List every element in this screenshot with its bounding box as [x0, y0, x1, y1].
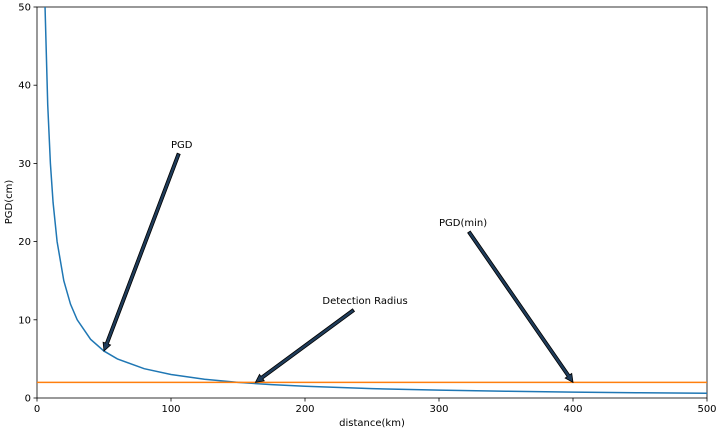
x-tick-label: 500: [697, 404, 716, 415]
x-tick-label: 200: [295, 404, 314, 415]
annotation-text: PGD: [171, 140, 193, 151]
x-axis-label: distance(km): [339, 418, 405, 429]
plot-area: [37, 7, 707, 395]
x-tick-label: 100: [161, 404, 180, 415]
annotation-arrow: [102, 152, 181, 352]
y-tick-label: 40: [18, 81, 31, 92]
annotation-arrow: [254, 308, 356, 383]
data-line: [44, 7, 707, 395]
x-tick-label: 0: [34, 404, 40, 415]
y-tick-label: 10: [18, 315, 31, 326]
axes-frame: [36, 6, 708, 399]
x-tick-label: 300: [429, 404, 448, 415]
annotation-arrow: [467, 230, 574, 384]
y-axis-label: PGD(cm): [4, 180, 15, 225]
y-tick-label: 0: [25, 394, 31, 405]
x-tick-label: 400: [563, 404, 582, 415]
annotation-text: Detection Radius: [322, 296, 407, 307]
y-tick-label: 50: [18, 3, 31, 14]
y-tick-label: 20: [18, 237, 31, 248]
y-tick-label: 30: [18, 159, 31, 170]
annotation-text: PGD(min): [439, 218, 487, 229]
